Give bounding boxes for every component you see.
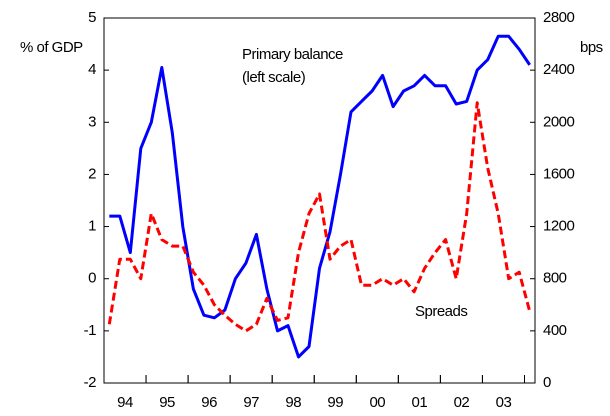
series-line	[109, 34, 531, 359]
plot-frame	[103, 17, 536, 384]
y2-tick-label: 2800	[543, 9, 575, 26]
y-tick-label: 4	[88, 61, 96, 78]
annotation: Spreads	[415, 303, 467, 320]
x-tick-label: 96	[201, 394, 217, 411]
y2-tick-label: 2000	[543, 113, 575, 130]
y-tick-label: 1	[88, 218, 96, 235]
y2-axis-label: bps	[580, 39, 603, 56]
y-tick-label: -2	[84, 374, 96, 391]
x-tick-label: 03	[496, 394, 512, 411]
y2-tick-label: 400	[543, 322, 567, 339]
y2-tick-label: 2400	[543, 61, 575, 78]
series-line	[107, 101, 532, 333]
x-tick-label: 02	[454, 394, 470, 411]
x-tick-label: 00	[369, 394, 385, 411]
annotation: Primary balance	[242, 46, 343, 63]
y2-tick-label: 800	[543, 270, 567, 287]
y2-tick-label: 0	[543, 374, 551, 391]
x-tick-label: 95	[159, 394, 175, 411]
y2-tick-label: 1200	[543, 218, 575, 235]
x-tick-label: 01	[412, 394, 428, 411]
y-tick-label: -1	[84, 322, 96, 339]
x-tick-label: 94	[117, 394, 133, 411]
x-tick-label: 97	[243, 394, 259, 411]
y2-tick-label: 1600	[543, 165, 575, 182]
y-axis-label: % of GDP	[20, 39, 83, 56]
x-tick-label: 98	[285, 394, 301, 411]
y-tick-label: 0	[88, 270, 96, 287]
y-tick-label: 2	[88, 165, 96, 182]
y-tick-label: 5	[88, 9, 96, 26]
y-tick-label: 3	[88, 113, 96, 130]
x-tick-label: 99	[327, 394, 343, 411]
annotation: (left scale)	[242, 69, 306, 86]
